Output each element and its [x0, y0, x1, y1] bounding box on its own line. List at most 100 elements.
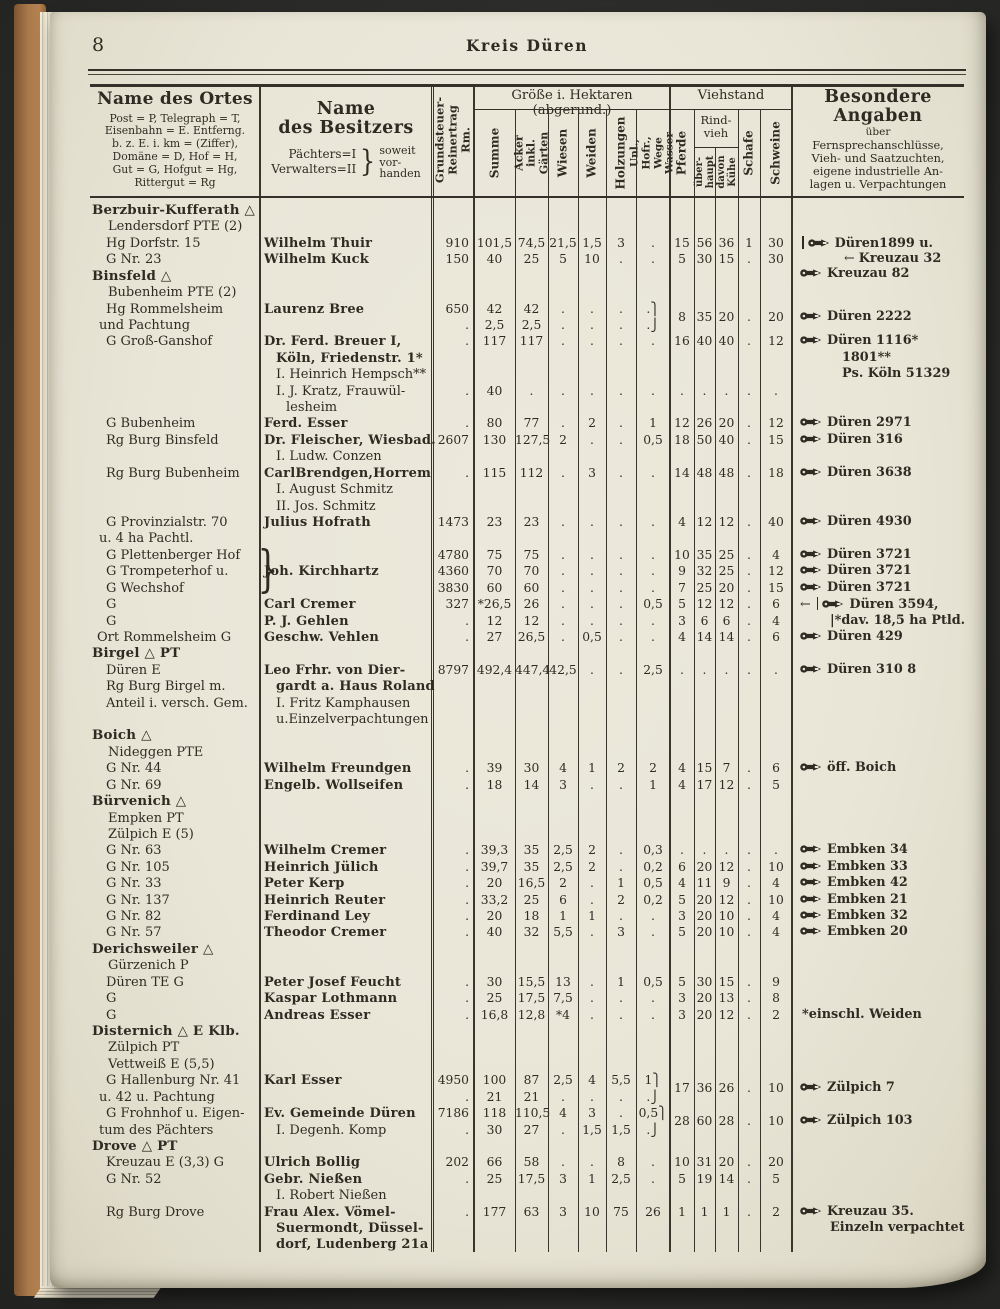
num-cell: 17 — [674, 1081, 690, 1096]
num-cell: 5 — [678, 1171, 686, 1186]
num-cell: 3 — [678, 991, 686, 1006]
besondere-text: Düren 3594, — [849, 597, 939, 613]
num-cell: 15 — [768, 580, 784, 595]
num-cell: 5,5 — [553, 925, 573, 940]
num-cell: 39,3 — [480, 843, 509, 858]
ort-cell: G Plettenberger Hof — [106, 547, 241, 563]
num-cell: 40 — [768, 514, 784, 529]
num-cell: 7 — [678, 580, 686, 595]
telephone-icon — [800, 927, 822, 936]
num-cell: 10 — [768, 892, 784, 907]
num-cell: 0,2 — [643, 892, 663, 907]
num-cell: . — [590, 876, 594, 891]
num-cell: . — [619, 301, 623, 316]
table-row: Binsfeld △ — [90, 268, 964, 285]
num-cell: 2,5 — [553, 843, 573, 858]
besitzer-cell: Wilhelm Cremer — [264, 843, 387, 859]
table-row: Disternich △ E Klb. — [90, 1024, 964, 1040]
telephone-icon — [800, 312, 822, 320]
table-row: G Kaspar Lothmann. 25 17,5 7,5... 3 20 13. 8 — [90, 991, 964, 1007]
besondere-entry: ← Kreuzau 32 — [844, 252, 941, 266]
table-column-rule — [259, 84, 261, 1252]
num-cell: . — [747, 843, 751, 858]
num-cell: 26 — [645, 1204, 661, 1219]
besondere-text: Düren 2222 — [827, 308, 912, 324]
num-cell: . — [651, 547, 655, 562]
num-cell: 2,5 — [484, 317, 505, 332]
ort-cell: G — [106, 1007, 117, 1023]
num-cell: . — [619, 547, 623, 562]
num-cell: . — [465, 843, 469, 858]
num-cell: . — [619, 317, 623, 332]
besitzer-cell: P. J. Gehlen — [264, 613, 349, 629]
table-column-rule — [547, 109, 549, 1252]
num-cell: 27 — [486, 629, 503, 644]
num-cell: . — [747, 662, 751, 677]
num-cell: 1 — [649, 416, 657, 431]
num-cell: *26,5 — [477, 597, 512, 612]
num-cell: . — [590, 613, 594, 628]
num-cell: . — [747, 1114, 751, 1129]
num-cell: 15 — [718, 974, 735, 989]
besondere-text: Düren 3721 — [827, 546, 912, 562]
num-cell: 20 — [486, 909, 503, 924]
ort-cell: G Nr. 33 — [106, 876, 162, 892]
num-cell: 12 — [718, 892, 735, 907]
num-cell: 12 — [696, 514, 713, 529]
num-cell: . — [465, 777, 469, 792]
num-cell: 20 — [696, 925, 713, 940]
col-header-gst: Grundsteuer- Reinertrag Rm. — [432, 84, 474, 196]
num-cell: 5 — [678, 252, 686, 267]
num-cell: . — [465, 859, 469, 874]
table-row: Derichsweiler △ — [90, 941, 964, 958]
num-cell: 0,5⎫ — [638, 1106, 668, 1121]
besondere-entry: Düren 3721 — [800, 580, 912, 595]
besitzer-cell: gardt a. Haus Roland — [276, 679, 435, 695]
table-column-rule — [737, 109, 739, 1252]
rindvieh-title-line: vieh — [703, 126, 729, 140]
margin-bar — [816, 597, 819, 611]
num-cell: . — [651, 514, 655, 529]
ort-cell: G Bubenheim — [106, 416, 196, 432]
num-cell: . — [651, 252, 655, 267]
num-cell: . — [747, 564, 751, 579]
num-cell: 5 — [772, 777, 780, 792]
ort-cell: Hg Dorfstr. 15 — [106, 235, 201, 251]
num-cell: . — [651, 465, 655, 480]
num-cell: 14 — [523, 777, 540, 792]
besitzer-cell: I. Degenh. Komp — [276, 1122, 387, 1138]
num-cell: 30 — [523, 761, 540, 776]
besitzer-cell: lesheim — [286, 400, 338, 416]
num-cell: 25 — [696, 580, 713, 595]
besondere-text: Düren 429 — [827, 628, 903, 644]
num-cell: . — [680, 843, 684, 858]
num-cell: 910 — [445, 235, 469, 250]
num-cell: . — [465, 1007, 469, 1022]
num-cell: 4 — [772, 909, 780, 924]
num-cell: 12,8 — [517, 1007, 546, 1022]
col-header-pferde: Pferde — [670, 109, 694, 196]
ort-cell: Rg Burg Binsfeld — [106, 432, 219, 448]
table-row: G Plettenberger Hof 4780 75 75.... 10 35 25. 4 — [90, 548, 964, 564]
num-cell: . — [747, 974, 751, 989]
num-cell: . — [465, 991, 469, 1006]
num-cell: . — [747, 514, 751, 529]
table-row: I. Robert Nießen — [90, 1188, 964, 1204]
col-header-rindvieh: Rind-vieh — [694, 114, 738, 140]
num-cell: 0,3 — [643, 843, 663, 858]
besondere-entry: Zülpich 7 — [800, 1081, 895, 1095]
ort-cell: G Nr. 23 — [106, 252, 162, 268]
ort-cell: Disternich △ E Klb. — [92, 1023, 240, 1039]
num-cell: 10 — [584, 252, 600, 267]
num-cell: 4 — [678, 761, 686, 776]
besitzer-cell: Andreas Esser — [264, 1007, 371, 1023]
besitzer-cell: Engelb. Wollseifen — [264, 777, 404, 793]
num-cell: 100 — [482, 1073, 507, 1088]
num-cell: 25 — [486, 991, 503, 1006]
num-cell: 33,2 — [480, 892, 509, 907]
col-header-summe: Summe — [474, 109, 515, 196]
num-cell: 4 — [678, 876, 686, 891]
col-header-ort: Name des Ortes Post = P, Telegraph = T, E… — [90, 89, 260, 190]
num-cell: . — [590, 1155, 594, 1170]
num-cell: . — [590, 597, 594, 612]
